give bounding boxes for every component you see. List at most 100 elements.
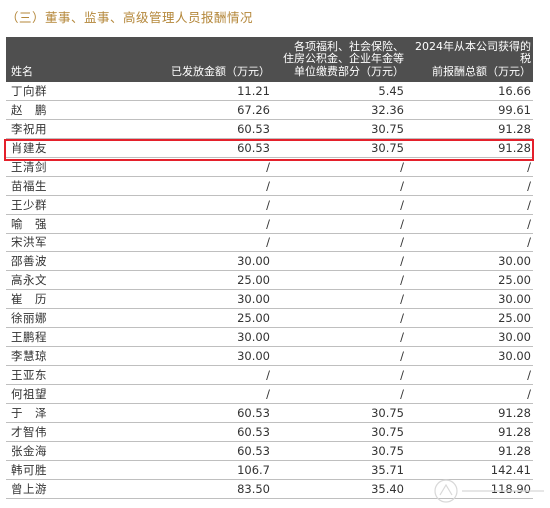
- name-cell: 王鹏程: [11, 330, 47, 345]
- paid-cell: 25.00: [237, 311, 270, 326]
- total-cell: 91.28: [498, 424, 531, 439]
- name-cell: 崔 历: [11, 292, 47, 307]
- compensation-table: 姓名 已发放金额（万元） 各项福利、社会保险、 住房公积金、企业年金等 单位缴费…: [6, 37, 533, 499]
- name-cell: 肖建友: [11, 140, 47, 155]
- welfare-cell: 30.75: [371, 140, 404, 155]
- table-row: 王少群 / / /: [6, 196, 533, 215]
- table-row: 喻 强 / / /: [6, 215, 533, 234]
- welfare-cell: /: [400, 311, 404, 326]
- name-cell: 何祖望: [11, 386, 47, 401]
- name-cell: 苗福生: [11, 178, 47, 193]
- section-title: （三）董事、监事、高级管理人员报酬情况: [6, 10, 254, 25]
- table-row: 何祖望 / / /: [6, 385, 533, 404]
- paid-cell: 30.00: [237, 349, 270, 364]
- name-cell: 韩可胜: [11, 462, 47, 477]
- paid-cell: 30.00: [237, 292, 270, 307]
- name-cell: 王清剑: [11, 159, 47, 174]
- total-cell: 30.00: [498, 330, 531, 345]
- total-cell: /: [527, 368, 531, 383]
- total-cell: /: [527, 386, 531, 401]
- welfare-cell: /: [400, 330, 404, 345]
- name-cell: 李祝用: [11, 121, 47, 136]
- name-cell: 王亚东: [11, 368, 47, 383]
- welfare-cell: /: [400, 368, 404, 383]
- total-cell: 25.00: [498, 273, 531, 288]
- table-row: 徐丽娜 25.00 / 25.00: [6, 309, 533, 329]
- total-cell: 91.28: [498, 140, 531, 155]
- name-cell: 张金海: [11, 443, 47, 458]
- table-row: 肖建友 60.53 30.75 91.28: [6, 139, 533, 158]
- name-cell: 曾上游: [11, 481, 47, 496]
- welfare-cell: 30.75: [371, 424, 404, 439]
- paid-cell: 67.26: [237, 102, 270, 117]
- total-cell: 25.00: [498, 311, 531, 326]
- paid-cell: 30.00: [237, 330, 270, 345]
- table-row: 李慧琼 30.00 / 30.00: [6, 347, 533, 367]
- paid-cell: /: [266, 235, 270, 250]
- welfare-cell: 30.75: [371, 443, 404, 458]
- total-cell: 30.00: [498, 349, 531, 364]
- table-row: 高永文 25.00 / 25.00: [6, 271, 533, 291]
- table-row: 于 泽 60.53 30.75 91.28: [6, 404, 533, 423]
- header-welfare-line: 各项福利、社会保险、: [294, 39, 404, 53]
- welfare-cell: 5.45: [378, 83, 404, 98]
- paid-cell: /: [266, 197, 270, 212]
- paid-cell: 60.53: [237, 443, 270, 458]
- name-cell: 赵 鹏: [11, 102, 47, 117]
- total-cell: 118.90: [490, 481, 531, 496]
- total-cell: /: [527, 197, 531, 212]
- table-row: 张金海 60.53 30.75 91.28: [6, 442, 533, 461]
- paid-cell: 60.53: [237, 140, 270, 155]
- welfare-cell: /: [400, 273, 404, 288]
- header-welfare: 各项福利、社会保险、 住房公积金、企业年金等 单位缴费部分（万元）: [273, 37, 408, 82]
- welfare-cell: /: [400, 197, 404, 212]
- total-cell: /: [527, 178, 531, 193]
- table-header: 姓名 已发放金额（万元） 各项福利、社会保险、 住房公积金、企业年金等 单位缴费…: [6, 37, 533, 82]
- paid-cell: 30.00: [237, 254, 270, 269]
- paid-cell: /: [266, 159, 270, 174]
- welfare-cell: /: [400, 235, 404, 250]
- total-cell: 91.28: [498, 121, 531, 136]
- total-cell: /: [527, 159, 531, 174]
- total-cell: /: [527, 216, 531, 231]
- paid-cell: 106.7: [237, 462, 270, 477]
- table-row: 王清剑 / / /: [6, 158, 533, 177]
- table-row: 崔 历 30.00 / 30.00: [6, 290, 533, 310]
- name-cell: 于 泽: [11, 405, 47, 420]
- name-cell: 高永文: [11, 273, 47, 288]
- table-row: 王亚东 / / /: [6, 366, 533, 385]
- header-welfare-line: 住房公积金、企业年金等: [283, 52, 404, 65]
- table-row: 邵善波 30.00 / 30.00: [6, 252, 533, 272]
- paid-cell: /: [266, 216, 270, 231]
- paid-cell: /: [266, 368, 270, 383]
- table-row: 苗福生 / / /: [6, 177, 533, 196]
- name-cell: 喻 强: [11, 216, 47, 231]
- total-cell: 30.00: [498, 292, 531, 307]
- paid-cell: 60.53: [237, 121, 270, 136]
- welfare-cell: 32.36: [371, 102, 404, 117]
- welfare-cell: /: [400, 159, 404, 174]
- total-cell: 91.28: [498, 405, 531, 420]
- header-welfare-line: 单位缴费部分（万元）: [294, 64, 404, 78]
- welfare-cell: /: [400, 349, 404, 364]
- welfare-cell: 35.40: [371, 481, 404, 496]
- paid-cell: 25.00: [237, 273, 270, 288]
- total-cell: 91.28: [498, 443, 531, 458]
- table-body: 丁向群 11.21 5.45 16.66 赵 鹏 67.26 32.36 99.61 李祝用 60…: [6, 82, 533, 499]
- total-cell: 142.41: [490, 462, 531, 477]
- paid-cell: 60.53: [237, 405, 270, 420]
- table-row: 宋洪军 / / /: [6, 234, 533, 253]
- welfare-cell: /: [400, 254, 404, 269]
- paid-cell: /: [266, 386, 270, 401]
- table-row: 王鹏程 30.00 / 30.00: [6, 328, 533, 348]
- table-row: 曾上游 83.50 35.40 118.90: [6, 480, 533, 499]
- table-row: 赵 鹏 67.26 32.36 99.61: [6, 101, 533, 120]
- table-row: 才智伟 60.53 30.75 91.28: [6, 423, 533, 442]
- welfare-cell: 30.75: [371, 405, 404, 420]
- table-row: 韩可胜 106.7 35.71 142.41: [6, 461, 533, 480]
- header-total-line: 2024年从本公司获得的税: [415, 39, 531, 65]
- welfare-cell: /: [400, 292, 404, 307]
- paid-cell: /: [266, 178, 270, 193]
- welfare-cell: /: [400, 178, 404, 193]
